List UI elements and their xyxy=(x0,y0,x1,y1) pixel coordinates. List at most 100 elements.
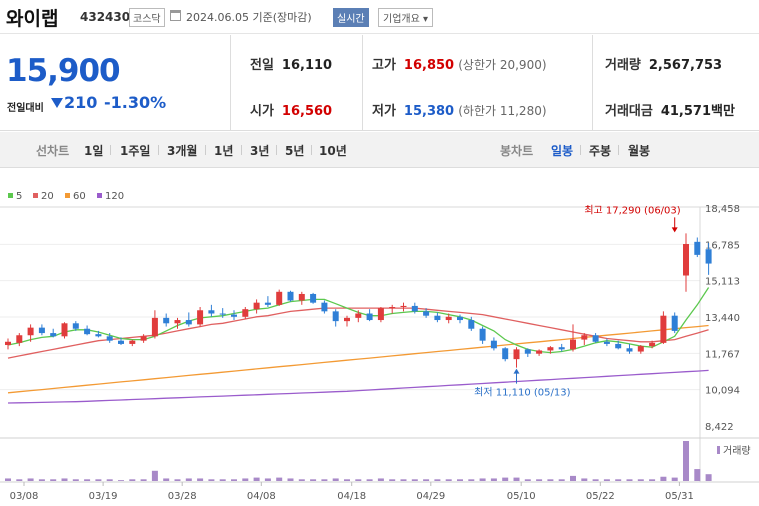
upper-limit: (상한가 20,900) xyxy=(458,58,547,72)
volume-bar xyxy=(513,477,520,481)
stock-name: 와이랩 xyxy=(6,8,59,30)
volume-bar xyxy=(50,479,57,481)
volume-bar xyxy=(355,479,362,481)
high-label: 고가 xyxy=(372,58,396,73)
tab-3m[interactable]: 3개월 xyxy=(167,144,198,158)
high-value: 16,850 xyxy=(403,58,455,73)
volume-field: 거래량 2,567,753 xyxy=(605,54,722,73)
tab-daily[interactable]: 일봉 xyxy=(551,144,574,158)
candle-body xyxy=(615,343,622,349)
volume-bar xyxy=(253,477,260,481)
tab-3y[interactable]: 3년 xyxy=(250,144,270,158)
candle-body xyxy=(140,336,147,341)
ma60-line xyxy=(7,324,709,394)
volume-bar xyxy=(502,477,509,481)
volume-bar xyxy=(61,478,68,481)
x-tick-label: 03/28 xyxy=(168,491,197,502)
candle-body xyxy=(558,347,565,350)
legend-swatch xyxy=(33,193,38,198)
candle-body xyxy=(536,350,543,354)
volume-bar xyxy=(400,479,407,481)
volume-bar xyxy=(106,479,113,481)
open-value: 16,560 xyxy=(281,104,333,119)
high-annotation: 최고 17,290 (06/03) xyxy=(584,204,680,216)
open-field: 시가 16,560 xyxy=(250,100,332,119)
divider xyxy=(230,35,231,131)
volume-value: 2,567,753 xyxy=(648,58,723,73)
candle-body xyxy=(129,340,136,344)
volume-bar xyxy=(479,478,486,481)
tab-weekly[interactable]: 주봉 xyxy=(589,144,612,158)
y-tick-label: 18,458 xyxy=(705,204,740,215)
tab-10y[interactable]: 10년 xyxy=(319,144,347,158)
divider xyxy=(362,35,363,131)
tab-1y[interactable]: 1년 xyxy=(214,144,234,158)
x-tick-label: 05/10 xyxy=(507,491,536,502)
amount-unit: 백만 xyxy=(711,104,735,119)
chart-tabs: 선차트 1일 1주일 3개월 1년 3년 5년 10년 봉차트 일봉 주봉 월봉 xyxy=(0,132,759,168)
volume-bar xyxy=(592,479,599,481)
candle-body xyxy=(423,311,430,316)
volume-bar xyxy=(344,479,350,481)
volume-bar xyxy=(626,479,633,481)
volume-bar xyxy=(118,480,124,481)
volume-bar xyxy=(197,478,204,481)
volume-bar xyxy=(129,479,136,481)
candlestick-chart: 5 20 60 120 18,458 16,785 15,113 13,440 11,767 10… xyxy=(0,191,759,502)
prev-close-field: 전일 16,110 xyxy=(250,54,332,73)
amount-value: 41,571 xyxy=(660,104,712,119)
volume-legend-swatch xyxy=(717,446,720,454)
candle-body xyxy=(50,333,57,337)
tab-1w[interactable]: 1주일 xyxy=(120,144,151,158)
x-tick-label: 03/19 xyxy=(89,491,118,502)
candle-body xyxy=(649,342,656,347)
volume-bar xyxy=(694,469,701,481)
divider xyxy=(241,145,242,155)
volume-bar xyxy=(231,479,237,481)
realtime-button[interactable]: 실시간 xyxy=(333,8,369,27)
amount-field: 거래대금 41,571백만 xyxy=(605,100,735,119)
volume-bar xyxy=(185,478,192,481)
ma120-line xyxy=(7,369,709,404)
candle-body xyxy=(185,320,192,325)
volume-bar xyxy=(332,478,339,481)
volume-label: 거래량 xyxy=(605,58,641,73)
market-badge: 코스닥 xyxy=(129,8,165,27)
divider xyxy=(592,35,593,131)
candle-body xyxy=(219,313,226,315)
volume-bar xyxy=(208,479,215,481)
divider xyxy=(276,145,277,155)
tab-5y[interactable]: 5년 xyxy=(285,144,305,158)
candle-body xyxy=(513,349,520,360)
volume-bar xyxy=(27,478,34,481)
volume-bar xyxy=(16,479,23,481)
down-triangle-icon xyxy=(51,98,63,108)
candle-body xyxy=(490,340,497,349)
candle-body xyxy=(16,335,23,343)
volume-bar xyxy=(287,478,294,481)
tab-monthly[interactable]: 월봉 xyxy=(628,144,651,158)
candle-body xyxy=(479,328,486,341)
x-tick-label: 05/22 xyxy=(586,491,615,502)
volume-bar xyxy=(366,479,373,481)
x-tick-label: 03/08 xyxy=(10,491,39,502)
candle-body xyxy=(197,310,204,325)
legend-label: 20 xyxy=(41,191,54,202)
prev-close-value: 16,110 xyxy=(281,58,333,73)
candle-body xyxy=(253,302,260,310)
low-arrow-head xyxy=(513,368,520,374)
candle-body xyxy=(411,305,418,312)
candle-body xyxy=(581,335,588,340)
volume-bar xyxy=(683,441,689,481)
divider xyxy=(311,145,312,155)
divider xyxy=(158,145,159,155)
company-info-button[interactable]: 기업개요 ▾ xyxy=(378,8,433,27)
volume-bar xyxy=(95,479,102,481)
line-chart-label: 선차트 xyxy=(36,144,70,158)
divider xyxy=(110,145,111,155)
candle-body xyxy=(38,327,45,334)
high-field: 고가 16,850 (상한가 20,900) xyxy=(372,54,547,73)
tab-1d[interactable]: 1일 xyxy=(84,144,104,158)
y-tick-label: 11,767 xyxy=(705,349,740,360)
candle-body xyxy=(660,315,667,343)
